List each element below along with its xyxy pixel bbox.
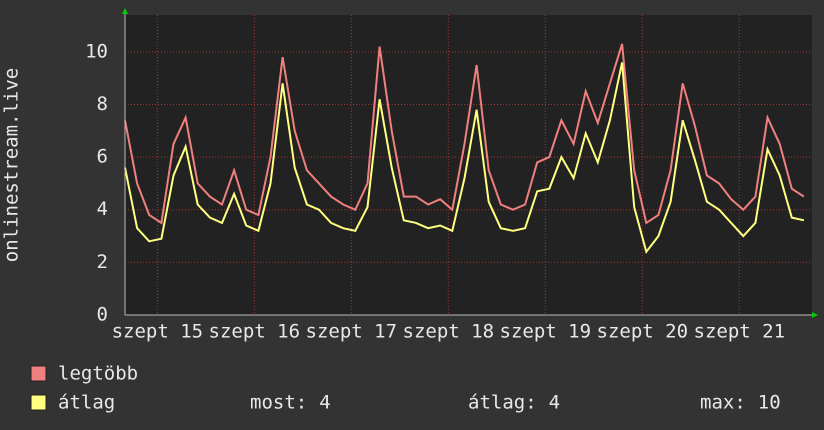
series-line	[124, 43, 805, 225]
y-axis-label: onlinestream.live	[1, 68, 23, 262]
stat-label: most:	[250, 392, 307, 414]
x-tick-label: szept 17	[306, 321, 398, 343]
series-line	[124, 62, 805, 255]
legend-swatch	[30, 394, 47, 411]
stat-value: 4	[549, 392, 560, 414]
legend-label: legtöbb	[58, 363, 138, 385]
plot-area	[125, 15, 812, 315]
y-tick-label: 10	[85, 40, 108, 62]
y-tick-label: 2	[97, 251, 108, 273]
y-tick-label: 4	[97, 198, 108, 220]
stat-value: 10	[758, 392, 781, 414]
x-arrow	[812, 312, 818, 318]
legend-swatch	[30, 365, 47, 382]
y-tick-label: 6	[97, 146, 108, 168]
y-arrow	[122, 8, 128, 14]
x-tick-label: szept 20	[597, 321, 689, 343]
stat-label: átlag:	[468, 392, 537, 414]
legend-label: átlag	[58, 392, 115, 414]
stat-label: max:	[700, 392, 746, 414]
x-tick-label: szept 19	[500, 321, 592, 343]
stat-value: 4	[319, 392, 330, 414]
x-tick-label: szept 18	[403, 321, 495, 343]
x-tick-label: szept 21	[694, 321, 786, 343]
y-tick-label: 0	[97, 304, 108, 326]
x-tick-label: szept 16	[209, 321, 301, 343]
x-tick-label: szept 15	[112, 321, 204, 343]
y-tick-label: 8	[97, 93, 108, 115]
